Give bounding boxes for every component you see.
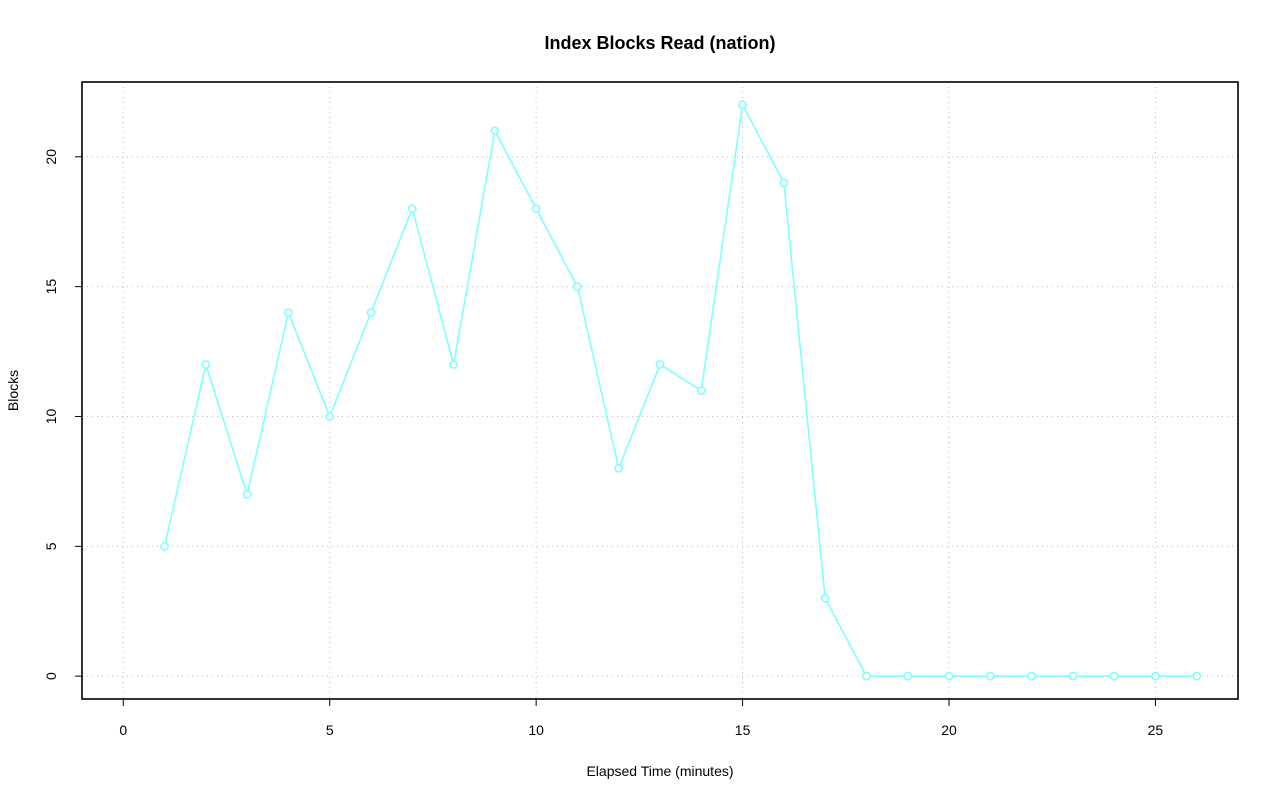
data-point <box>820 593 830 603</box>
data-point <box>738 100 747 110</box>
x-axis-label: Elapsed Time (minutes) <box>586 763 733 779</box>
y-tick-label: 0 <box>43 672 59 680</box>
series-line <box>163 102 1197 677</box>
data-point <box>407 204 417 214</box>
x-tick-label: 10 <box>528 722 544 738</box>
data-point <box>779 178 789 188</box>
data-point <box>614 464 624 473</box>
data-point <box>490 126 500 136</box>
data-point <box>449 360 458 369</box>
series <box>160 100 1202 681</box>
data-point <box>696 386 706 395</box>
data-point <box>242 489 252 499</box>
chart-title: Index Blocks Read (nation) <box>544 33 775 53</box>
x-tick-label: 20 <box>941 722 957 738</box>
data-point <box>1192 671 1202 681</box>
data-point <box>944 671 954 681</box>
data-point <box>985 671 995 681</box>
data-point <box>862 671 871 681</box>
x-tick-label: 25 <box>1148 722 1164 738</box>
data-point <box>1151 671 1160 681</box>
data-point <box>1027 671 1036 681</box>
data-point <box>1109 671 1119 681</box>
plot-frame <box>81 81 1239 700</box>
data-point <box>531 204 541 214</box>
x-tick-label: 15 <box>735 722 751 738</box>
y-tick-label: 15 <box>43 279 59 295</box>
x-tick-label: 5 <box>326 722 334 738</box>
data-point <box>284 308 293 317</box>
data-point <box>573 282 582 292</box>
data-point <box>903 671 913 681</box>
data-point <box>366 308 376 317</box>
y-tick-label: 20 <box>43 149 59 165</box>
data-point <box>655 360 665 369</box>
y-tick-label: 10 <box>43 408 59 424</box>
y-tick-label: 5 <box>43 542 59 550</box>
axis-ticks: 0 5 10 15 20 25 0 5 10 15 20 <box>43 149 1163 738</box>
data-point <box>325 412 335 421</box>
data-point <box>1068 671 1078 681</box>
x-tick-label: 0 <box>119 722 127 738</box>
grid <box>82 82 1238 699</box>
y-axis-label: Blocks <box>5 370 21 411</box>
data-point <box>160 541 169 551</box>
data-point <box>201 360 211 369</box>
